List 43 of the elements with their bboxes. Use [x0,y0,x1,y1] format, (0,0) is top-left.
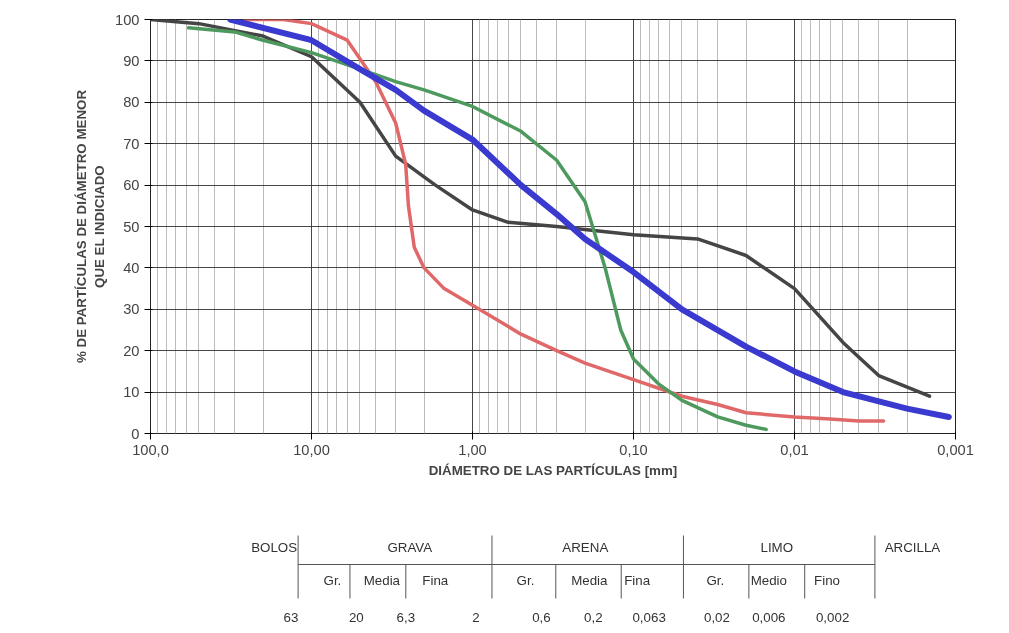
text: ARCILLA [884,540,941,555]
text: BOLOS [251,540,298,555]
y-axis-title: % DE PARTÍCULAS DE DIÁMETRO MENOR QUE EL INDICIADO [74,89,108,363]
text: LIMO [760,540,794,555]
y-tick-label: 0 [131,425,140,442]
text: 63 [283,610,299,625]
text: 0,6 [532,610,551,625]
text: 20 [348,610,364,625]
x-tick-label: 0,10 [619,441,648,458]
text: Gr. [323,573,342,588]
y-tick-label: 60 [123,177,140,194]
text: Fino [814,573,841,588]
text: Fina [624,573,651,588]
y-tick-label: 40 [123,259,140,276]
y-tick-label: 70 [123,135,140,152]
y-tick-label: 100 [115,11,140,28]
x-tick-label: 1,00 [458,441,487,458]
text: GRAVA [387,540,433,555]
text: 0,006 [752,610,786,625]
text: 6,3 [396,610,416,625]
text: Gr. [706,573,725,588]
text: 0,02 [703,610,730,625]
y-tick-label: 50 [123,218,140,235]
text: 2 [472,610,480,625]
y-tick-label: 90 [123,52,140,69]
text: Media [571,573,609,588]
text: Fina [422,573,449,588]
x-axis-title: DIÁMETRO DE LAS PARTÍCULAS [mm] [428,462,678,478]
x-tick-label: 10,00 [293,441,330,458]
y-tick-label: 30 [123,301,140,318]
x-tick-label: 100,0 [132,441,169,458]
text: 0,2 [584,610,603,625]
y-tick-label: 20 [123,342,140,359]
text: Gr. [516,573,535,588]
text: 0,002 [815,610,850,625]
y-tick-label: 80 [123,94,140,111]
y-tick-label: 10 [123,384,140,401]
text: ARENA [562,540,609,555]
x-tick-label: 0,001 [937,441,974,458]
x-tick-label: 0,01 [780,441,809,458]
text: Medio [750,573,787,588]
text: 0,063 [632,610,666,625]
text: Media [363,573,401,588]
